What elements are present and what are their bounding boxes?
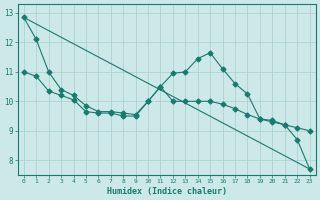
X-axis label: Humidex (Indice chaleur): Humidex (Indice chaleur) — [107, 187, 227, 196]
